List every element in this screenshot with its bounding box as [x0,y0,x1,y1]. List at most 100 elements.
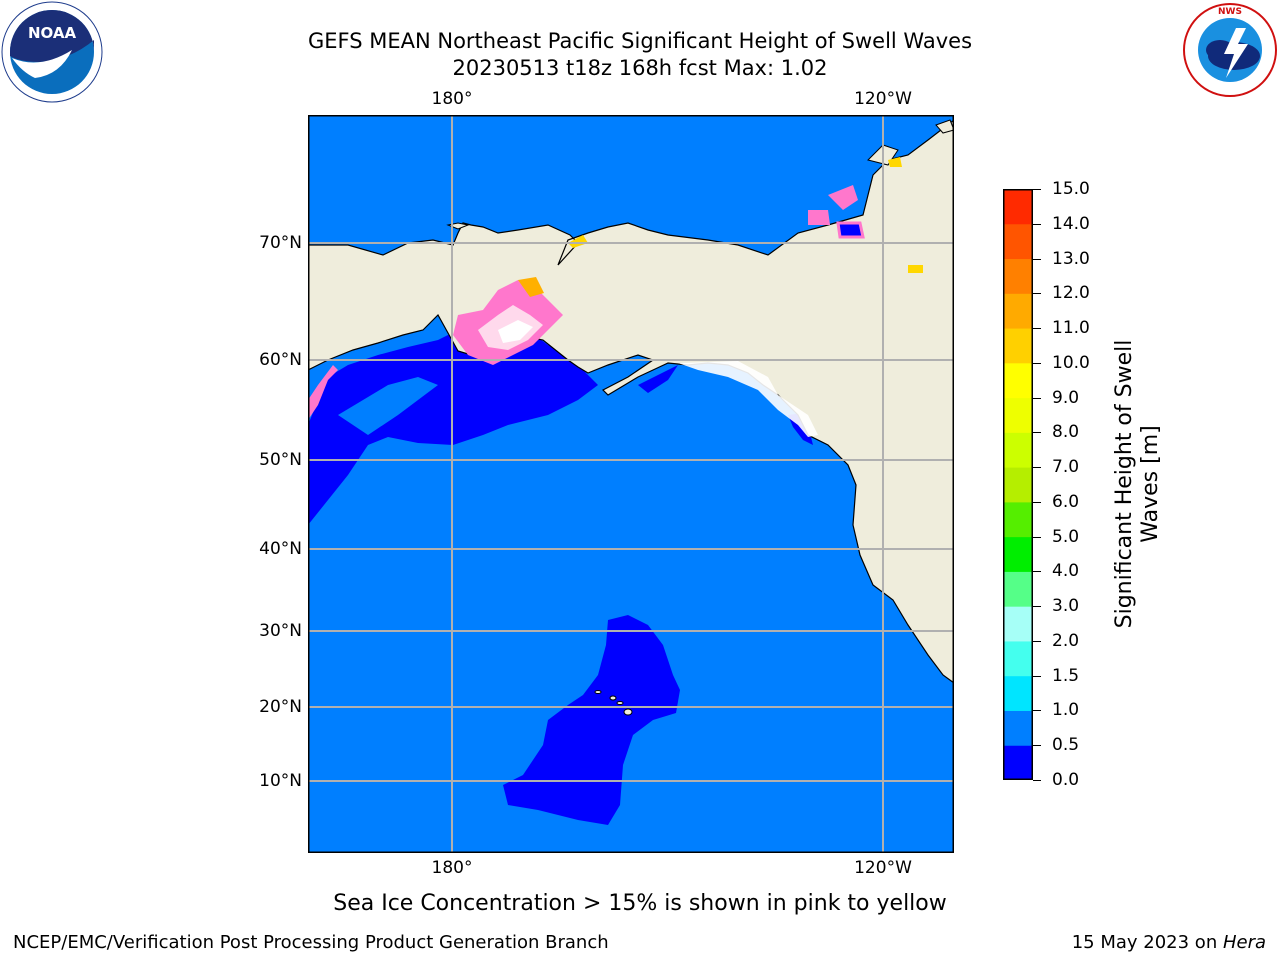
chart-subtitle: 20230513 t18z 168h fcst Max: 1.02 [452,56,828,80]
lat-label-70n: 70°N [259,233,302,253]
sea-ice-white [498,320,533,343]
colorbar-tick-label: 0.0 [1052,770,1080,790]
footer-date-text: 15 May 2023 on [1071,932,1223,953]
sea-ice-north-coast-1 [568,235,588,248]
ice-free-coast-strip [678,361,818,437]
colorbar-tick [1033,293,1041,295]
lon-label-top-120w: 120°W [854,89,912,109]
lat-label-30n: 30°N [259,621,302,641]
aleutian-edge-low [638,365,678,393]
colorbar-tick [1033,606,1041,608]
lon-label-bottom-120w: 120°W [854,858,912,878]
lat-label-50n: 50°N [259,450,302,470]
colorbar-title-line2: Waves [m] [1138,425,1163,543]
colorbar-segment [1003,640,1033,677]
colorbar-tick [1033,432,1041,434]
colorbar-title-line1: Significant Height of Swell [1112,339,1137,629]
colorbar-tick-label: 5.0 [1052,526,1080,547]
colorbar-tick-label: 7.0 [1052,457,1080,478]
map-svg [307,115,955,853]
colorbar-segment [1003,710,1033,746]
colorbar-segment [1003,501,1033,538]
colorbar-tick [1033,571,1041,573]
colorbar-tick [1033,501,1041,503]
sea-ice-chukchi [808,210,830,225]
colorbar-tick-label: 13.0 [1052,248,1090,269]
colorbar-segment [1003,328,1033,364]
colorbar-tick-label: 14.0 [1052,213,1090,234]
lat-label-40n: 40°N [259,539,302,559]
colorbar-segment [1003,362,1033,399]
lat-label-60n: 60°N [259,350,302,370]
colorbar-tick [1033,536,1041,538]
colorbar-tick-label: 10.0 [1052,352,1090,373]
colorbar-tick [1033,328,1041,330]
lat-label-20n: 20°N [259,697,302,717]
colorbar-tick [1033,675,1041,677]
colorbar-segment [1003,571,1033,607]
colorbar-tick [1033,397,1041,399]
gulf-channel-lighter [338,377,438,435]
colorbar-segment [1003,432,1033,468]
colorbar-tick [1033,189,1041,190]
colorbar-segment [1003,258,1033,294]
sea-ice-north-coast-3 [908,265,923,273]
colorbar-tick [1033,223,1041,225]
colorbar-tick-label: 8.0 [1052,422,1080,443]
colorbar-title: Significant Height of Swell Waves [m] [1112,284,1164,684]
footer-machine: Hera [1222,932,1266,953]
sea-ice-west-edge [308,365,338,420]
colorbar-tick-label: 4.0 [1052,561,1080,582]
colorbar-tick [1033,640,1041,642]
footer-credit: NCEP/EMC/Verification Post Processing Pr… [13,932,609,953]
colorbar-tick [1033,258,1041,260]
colorbar-border [1003,189,1033,780]
central-pacific-low-swell-region [503,615,680,825]
colorbar-segment [1003,397,1033,433]
hawaiian-islands [594,690,633,716]
colorbar-svg [1003,189,1033,781]
lon-label-top-180: 180° [431,89,473,109]
colorbar-tick-label: 15.0 [1052,179,1090,199]
lat-label-10n: 10°N [259,771,302,791]
colorbar-tick [1033,467,1041,469]
land-asia-alaska [307,118,955,685]
map-border [308,115,954,853]
colorbar-tick [1033,362,1041,364]
colorbar-tick-label: 3.0 [1052,596,1080,617]
colorbar-tick [1033,745,1041,747]
colorbar-segment [1003,189,1033,225]
sea-ice-chukchi-3 [836,221,865,239]
colorbar-tick-label: 11.0 [1052,318,1090,339]
colorbar-tick [1033,710,1041,712]
footer-date: 15 May 2023 on Hera [1072,932,1266,953]
svg-text:NWS: NWS [1218,7,1242,17]
colorbar [1003,189,1033,781]
nws-logo: NWS [1176,0,1280,104]
graticule [308,115,954,853]
colorbar-segment [1003,675,1033,711]
colorbar-segment [1003,293,1033,329]
colorbar-tick-label: 12.0 [1052,283,1090,304]
colorbar-tick-label: 9.0 [1052,387,1080,408]
colorbar-tick-label: 0.5 [1052,735,1080,756]
colorbar-segment [1003,467,1033,503]
chart-title: GEFS MEAN Northeast Pacific Significant … [307,29,973,53]
colorbar-segment [1003,536,1033,572]
colorbar-tick-label: 2.0 [1052,630,1080,651]
colorbar-segment [1003,606,1033,642]
colorbar-tick-label: 1.0 [1052,700,1080,721]
colorbar-tick-label: 6.0 [1052,491,1080,512]
colorbar-segment [1003,223,1033,260]
map-panel [307,115,955,853]
colorbar-tick [1033,780,1041,781]
sea-ice-north-coast-2 [888,157,902,167]
sea-ice-yellow-edge [518,277,544,297]
sea-ice-note: Sea Ice Concentration > 15% is shown in … [333,891,947,916]
svg-text:NOAA: NOAA [28,24,77,42]
colorbar-tick-label: 1.5 [1052,665,1080,686]
sea-ice-chukchi-2 [828,185,858,210]
noaa-logo: NOAA [0,0,104,104]
colorbar-segment [1003,745,1033,781]
lon-label-bottom-180: 180° [431,858,473,878]
